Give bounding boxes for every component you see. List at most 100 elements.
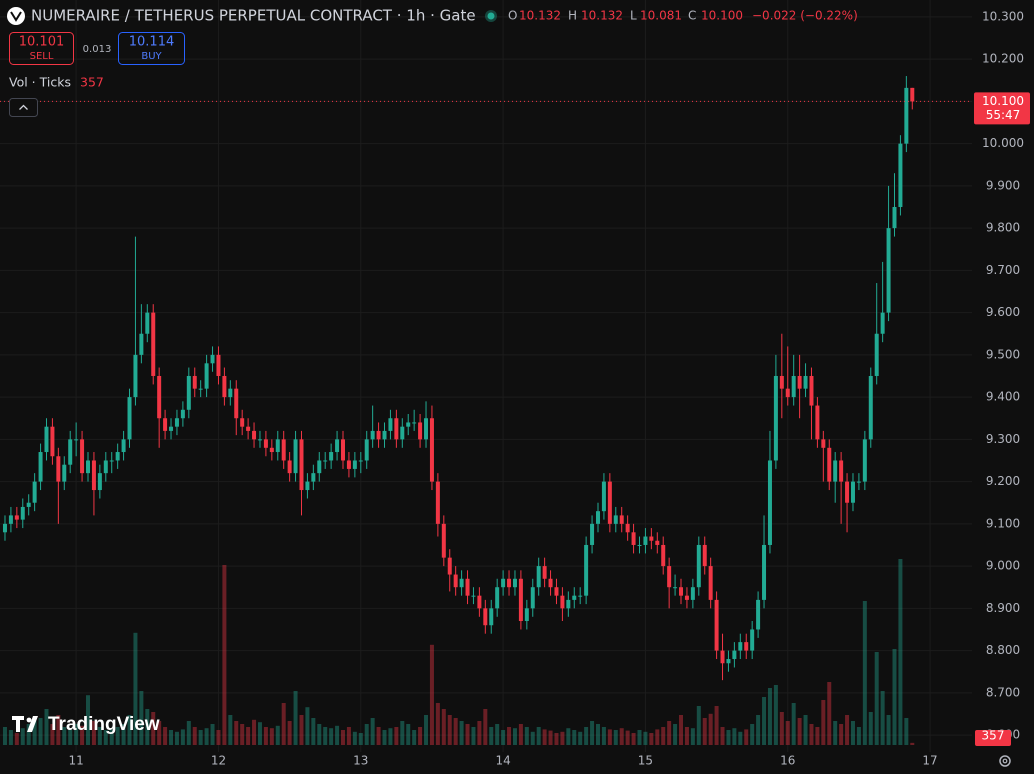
- candle-body: [305, 481, 310, 491]
- sell-button[interactable]: [9, 32, 74, 65]
- volume-bar: [661, 727, 666, 745]
- candle-body: [797, 375, 802, 389]
- volume-bar: [91, 721, 96, 745]
- volume-bar: [151, 712, 156, 745]
- volume-bar: [228, 715, 233, 745]
- volume-bar: [898, 559, 903, 745]
- volume-bar: [364, 724, 369, 745]
- chart-title[interactable]: NUMERAIRE / TETHERUS PERPETUAL CONTRACT …: [31, 7, 476, 25]
- candle-body: [886, 228, 891, 313]
- volume-bar: [14, 733, 19, 745]
- volume-bar: [287, 721, 292, 745]
- candle-body: [109, 460, 114, 462]
- candle-body: [827, 447, 832, 482]
- volume-bar: [311, 718, 316, 745]
- volume-bar: [791, 703, 796, 745]
- volume-bar: [738, 731, 743, 745]
- volume-bar: [299, 715, 304, 745]
- volume-bar: [376, 727, 381, 745]
- candle-body: [649, 536, 654, 541]
- volume-pane: [2, 559, 915, 745]
- volume-bar: [234, 721, 239, 745]
- candle-body: [257, 439, 262, 441]
- y-tick-label: 8.700: [986, 685, 1020, 699]
- volume-bar: [275, 725, 280, 745]
- volume-bar: [453, 718, 458, 745]
- candle-body: [773, 375, 778, 461]
- candle-body: [560, 595, 565, 609]
- volume-bar: [584, 727, 589, 745]
- volume-bar: [180, 729, 185, 745]
- volume-bar: [406, 724, 411, 745]
- volume-bar: [495, 724, 500, 745]
- volume-bar: [80, 725, 85, 745]
- y-tick-label: 9.100: [986, 516, 1020, 530]
- volume-bar: [459, 721, 464, 745]
- candle-body: [679, 587, 684, 596]
- candle-body: [394, 418, 399, 440]
- collapse-button[interactable]: [9, 98, 38, 117]
- volume-bar: [856, 727, 861, 745]
- candle-body: [435, 481, 440, 524]
- volume-bar: [465, 724, 470, 745]
- candle-body: [74, 439, 79, 441]
- y-tick-label: 8.800: [986, 643, 1020, 657]
- volume-bar: [382, 730, 387, 745]
- buy-button[interactable]: [118, 32, 185, 65]
- volume-bar: [702, 718, 707, 745]
- candle-body: [311, 473, 316, 482]
- candle-body: [874, 333, 879, 376]
- volume-bar: [2, 727, 7, 745]
- volume-bar: [346, 727, 351, 745]
- candle-body: [80, 439, 85, 474]
- candle-body: [103, 460, 108, 474]
- volume-bar: [174, 731, 179, 745]
- sell-label: SELL: [30, 51, 54, 62]
- volume-bar: [252, 719, 257, 745]
- legend-label: C: [688, 9, 696, 23]
- x-tick-label: 11: [69, 754, 84, 768]
- volume-bar: [157, 721, 162, 745]
- candle-body: [174, 418, 179, 427]
- volume-bar: [625, 730, 630, 745]
- candle-body: [779, 375, 784, 389]
- candle-body: [661, 544, 666, 567]
- candle-body: [465, 578, 470, 596]
- volume-value: 357: [80, 75, 104, 90]
- y-tick-label: 9.300: [986, 432, 1020, 446]
- volume-bar: [370, 718, 375, 745]
- candle-body: [418, 422, 423, 440]
- candle-body: [904, 87, 909, 144]
- volume-bar: [68, 728, 73, 745]
- volume-bar: [839, 724, 844, 745]
- settings-button[interactable]: [999, 755, 1011, 767]
- candle-body: [762, 544, 767, 600]
- x-tick-label: 13: [353, 754, 368, 768]
- volume-bar: [524, 727, 529, 745]
- candle-body: [263, 439, 268, 448]
- volume-bar: [441, 709, 446, 745]
- candle-body: [471, 595, 476, 597]
- candle-body: [738, 642, 743, 651]
- volume-title: Vol · Ticks: [9, 75, 71, 90]
- legend-value: 10.081: [640, 9, 682, 23]
- volume-bar: [169, 730, 174, 745]
- candle-body: [453, 574, 458, 588]
- volume-bar: [530, 731, 535, 745]
- candle-body: [317, 460, 322, 474]
- candle-body: [821, 439, 826, 448]
- candle-body: [151, 312, 156, 376]
- logo-glyph: [27, 716, 38, 732]
- candle-body: [216, 354, 221, 376]
- candle-body: [32, 481, 37, 503]
- spread: 0.013: [83, 44, 112, 55]
- candle-body: [809, 375, 814, 406]
- volume-bar: [631, 733, 636, 745]
- candle-body: [180, 409, 185, 419]
- candle-body: [429, 418, 434, 482]
- y-tick-label: 9.500: [986, 347, 1020, 361]
- candle-body: [163, 418, 168, 431]
- y-tick-label: 9.200: [986, 474, 1020, 488]
- volume-bar: [714, 706, 719, 745]
- symbol-icon[interactable]: [7, 7, 25, 25]
